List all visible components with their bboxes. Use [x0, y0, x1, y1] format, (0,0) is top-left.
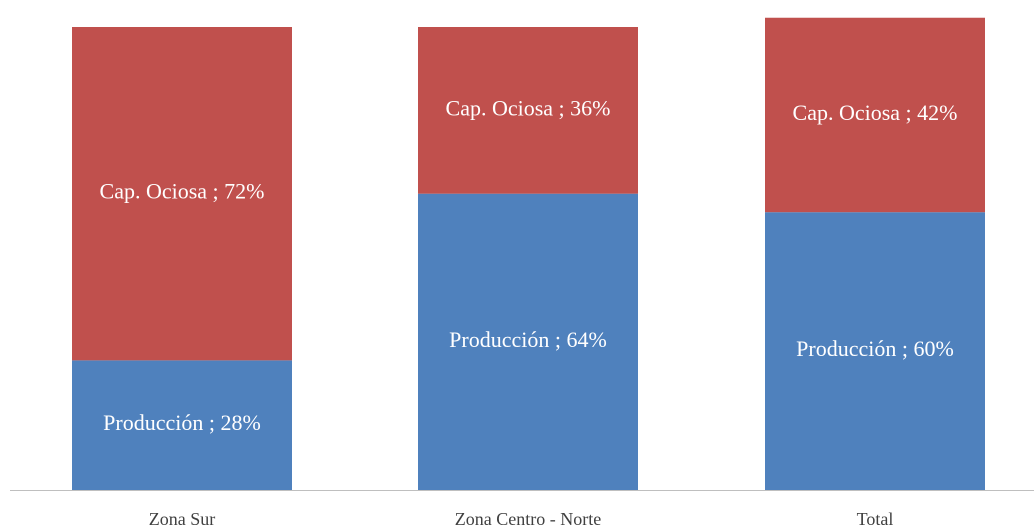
data-label: Producción ; 60% [796, 336, 954, 361]
x-tick-label: Zona Sur [149, 509, 216, 529]
data-label: Producción ; 64% [449, 327, 607, 352]
bar-segment [418, 27, 638, 194]
data-label: Producción ; 28% [103, 410, 261, 435]
bar-segment [72, 27, 292, 361]
bar-segment [418, 193, 638, 490]
bar-segment [72, 360, 292, 490]
bar-segment [765, 17, 985, 213]
data-label: Cap. Ociosa ; 36% [446, 95, 611, 120]
data-label: Cap. Ociosa ; 42% [793, 100, 958, 125]
x-tick-label: Total [857, 509, 894, 529]
bar-segment [765, 212, 985, 490]
data-label: Cap. Ociosa ; 72% [100, 179, 265, 204]
x-tick-label: Zona Centro - Norte [455, 509, 601, 529]
